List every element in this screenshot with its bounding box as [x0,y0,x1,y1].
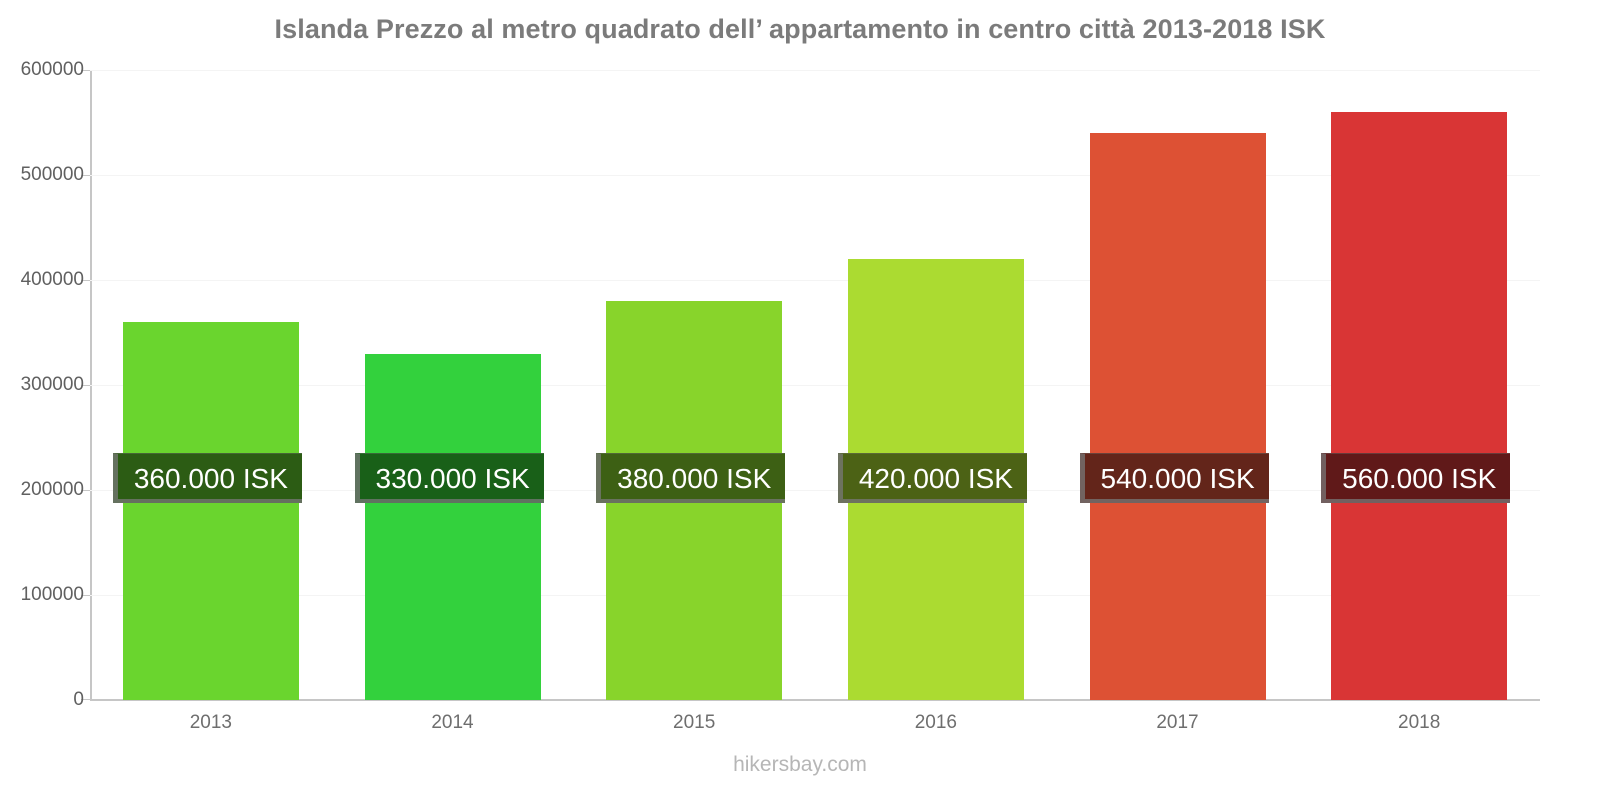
y-tick-label: 300000 [20,374,84,395]
bar-2013[interactable]: 360.000 ISK [112,322,302,700]
y-tick-label: 600000 [20,59,84,80]
y-tick-mark [81,595,90,596]
plot-area: 360.000 ISK 330.000 ISK 380.000 ISK 420.000… [81,70,1540,701]
x-tick-label-2014: 2014 [431,712,474,733]
chart-title: Islanda Prezzo al metro quadrato dell’ a… [274,14,1326,44]
x-tick-label-2013: 2013 [189,712,232,733]
bar-2015[interactable]: 380.000 ISK [596,301,786,700]
x-tick-label-2016: 2016 [914,712,957,733]
y-tick-mark [81,175,90,176]
bar-value-label-2013: 360.000 ISK [112,453,302,503]
y-tick-mark [81,699,90,700]
y-tick-mark [81,70,90,71]
bar-value-label-2015: 380.000 ISK [596,453,786,503]
x-tick-label-2017: 2017 [1156,712,1199,733]
bar-2018[interactable]: 560.000 ISK [1321,112,1511,700]
bar-value-label-2016: 420.000 ISK [837,453,1027,503]
y-tick-label: 0 [73,689,84,710]
y-tick-mark [81,490,90,491]
gridline [81,595,1540,596]
bar-2014[interactable]: 330.000 ISK [354,353,544,700]
gridline [81,280,1540,281]
bar-value-label-2018: 560.000 ISK [1321,453,1511,503]
y-tick-mark [81,385,90,386]
bar-2016[interactable]: 420.000 ISK [837,259,1027,700]
source-watermark: hikersbay.com [733,753,867,776]
axis-baseline [81,699,1540,701]
y-tick-label: 500000 [20,164,84,185]
bar-value-label-2014: 330.000 ISK [354,453,544,503]
y-tick-label: 400000 [20,269,84,290]
y-tick-label: 100000 [20,584,84,605]
bar-2017[interactable]: 540.000 ISK [1079,133,1269,700]
bar-value-label-2017: 540.000 ISK [1079,453,1269,503]
gridline [81,385,1540,386]
x-tick-label-2018: 2018 [1398,712,1441,733]
gridline [81,70,1540,71]
y-tick-mark [81,280,90,281]
y-tick-label: 200000 [20,479,84,500]
gridline [81,490,1540,491]
x-tick-label-2015: 2015 [673,712,716,733]
gridline [81,175,1540,176]
